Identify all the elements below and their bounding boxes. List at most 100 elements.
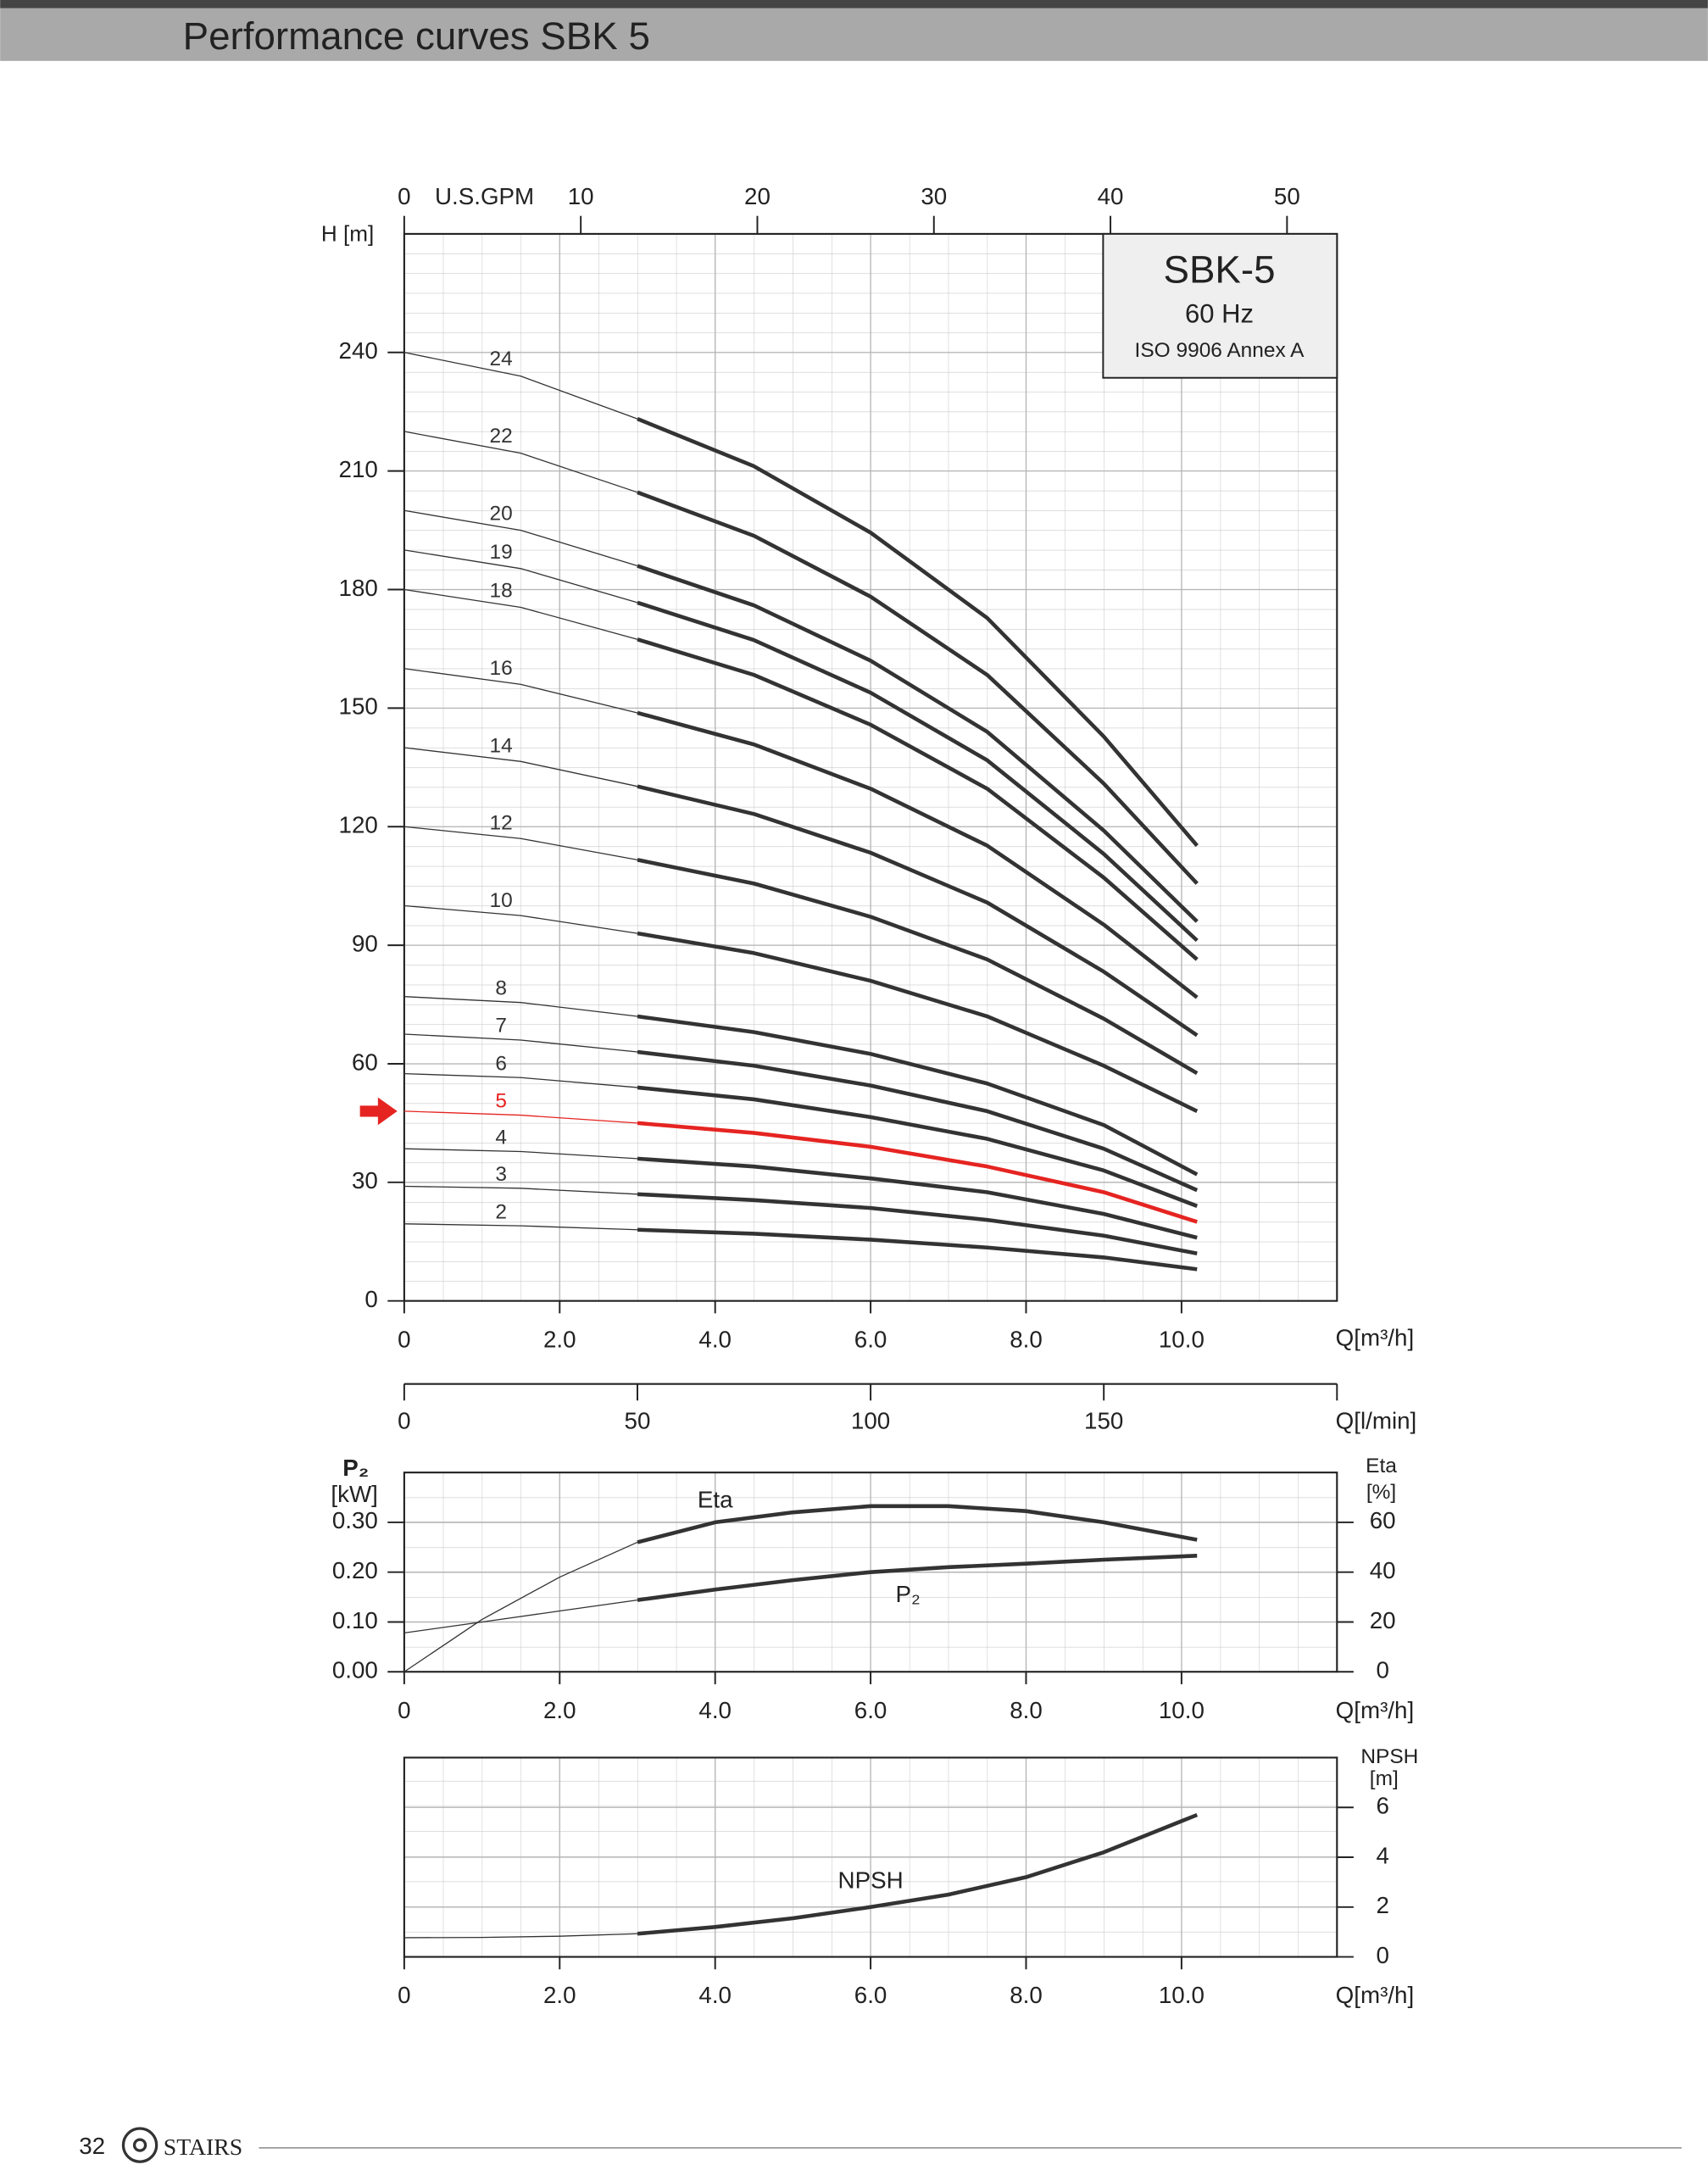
stage-label: 14 — [490, 734, 513, 757]
curve-extension — [403, 1223, 638, 1231]
gpm-tick-label: 50 — [1274, 183, 1300, 209]
brand-name: STAIRS — [164, 2134, 242, 2161]
y2-axis-unit: [m] — [1370, 1767, 1399, 1790]
y-tick-label: 0.30 — [332, 1507, 378, 1533]
curve — [637, 1812, 1199, 1936]
curve — [637, 1227, 1198, 1271]
x-tick-label: 10.0 — [1159, 1982, 1205, 2008]
header-bar — [0, 8, 1708, 61]
x-tick-label: 8.0 — [1010, 1326, 1043, 1352]
curve-extension — [403, 431, 638, 493]
y2-axis-label: Eta — [1366, 1455, 1397, 1477]
y-tick-label: 120 — [339, 812, 378, 838]
curve — [637, 1192, 1198, 1255]
x-axis-label: Q[m³/h] — [1336, 1325, 1415, 1351]
stage-label: 7 — [495, 1015, 507, 1038]
plot-frame — [403, 1756, 1338, 1958]
curve — [637, 490, 1199, 885]
stage-label: 18 — [490, 580, 513, 603]
stage-label: 8 — [495, 976, 507, 999]
x-tick-label: 10.0 — [1159, 1326, 1205, 1352]
x-tick-label: 8.0 — [1010, 1982, 1043, 2008]
charts: 0 2.0 4.0 6.0 8.0 10.003060901201501802102400… — [332, 183, 1396, 2008]
stage-label: 20 — [490, 502, 513, 525]
plot-frame — [403, 232, 1338, 1302]
curve-extension — [403, 1933, 638, 1939]
y-tick-label: 210 — [339, 456, 378, 482]
curve-extension — [403, 668, 638, 714]
x-tick-label: 4.0 — [698, 1326, 732, 1352]
highlight-arrow — [359, 1097, 398, 1126]
y-axis-label: H [m] — [321, 220, 374, 246]
plot-frame — [403, 1472, 1338, 1673]
x-axis-label: Q[m³/h] — [1336, 1697, 1415, 1723]
x-tick-label: 4.0 — [698, 1982, 732, 2008]
curve-extension — [403, 1185, 638, 1195]
x-tick-label: 10.0 — [1159, 1697, 1205, 1723]
x-tick-label: 8.0 — [1010, 1697, 1043, 1723]
stage-label: 3 — [495, 1163, 507, 1186]
curve-extension — [403, 1033, 638, 1053]
y-axis-unit: [kW] — [331, 1481, 378, 1507]
x-tick-label: 6.0 — [854, 1982, 887, 2008]
x-tick-label: 0 — [398, 1326, 410, 1352]
lmin-tick-label: 100 — [851, 1408, 890, 1434]
x-axis-label: Q[m³/h] — [1336, 1982, 1415, 2008]
curve-extension — [403, 549, 638, 604]
curve-extension — [403, 826, 638, 861]
curve-extension — [403, 1110, 638, 1124]
info-model: SBK-5 — [1163, 248, 1275, 292]
y-tick-label: 240 — [339, 337, 378, 364]
curve-extension — [403, 588, 638, 640]
gpm-tick-label: 10 — [568, 183, 594, 209]
stage-label: 12 — [490, 812, 513, 835]
y2-axis-label: NPSH — [1360, 1745, 1418, 1768]
lmin-tick-label: 0 — [398, 1408, 410, 1434]
y-axis-label: P₂ — [342, 1455, 369, 1481]
x-tick-label: 2.0 — [543, 1326, 576, 1352]
curve — [637, 600, 1199, 943]
x-tick-label: 6.0 — [854, 1697, 887, 1723]
y-tick-label: 60 — [352, 1049, 378, 1075]
curve — [637, 710, 1199, 999]
header-strip — [0, 0, 1708, 8]
curve — [637, 931, 1199, 1113]
y2-tick-label: 2 — [1376, 1892, 1388, 1918]
y2-tick-label: 4 — [1376, 1842, 1388, 1868]
curve-label: NPSH — [838, 1867, 904, 1894]
gpm-axis-label: U.S.GPM — [435, 183, 534, 209]
stage-label: 16 — [490, 657, 513, 680]
y2-tick-label: 6 — [1376, 1793, 1388, 1819]
y-tick-label: 150 — [339, 693, 378, 720]
x-tick-label: 4.0 — [698, 1697, 732, 1723]
curve-extension — [403, 747, 638, 787]
y-tick-label: 30 — [352, 1167, 378, 1194]
brand-logo — [121, 2127, 159, 2163]
info-frequency: 60 Hz — [1185, 298, 1254, 328]
y-tick-label: 0.20 — [332, 1557, 378, 1583]
curve-extension — [403, 352, 638, 420]
curve-extension — [403, 996, 638, 1017]
x-tick-label: 0 — [398, 1982, 410, 2008]
page-title: Performance curves SBK 5 — [183, 14, 650, 58]
stage-label: 19 — [490, 541, 513, 564]
stage-label: 4 — [495, 1127, 507, 1149]
y2-axis-unit: [%] — [1366, 1481, 1396, 1504]
curve-extension — [403, 904, 638, 934]
curve — [637, 858, 1199, 1076]
gpm-tick-label: 40 — [1098, 183, 1124, 209]
curve — [637, 564, 1199, 923]
x-tick-label: 2.0 — [543, 1982, 576, 2008]
curve-extension — [403, 509, 638, 567]
curve — [637, 1504, 1198, 1544]
lmin-tick-label: 150 — [1084, 1408, 1123, 1434]
curve-extension — [403, 1072, 638, 1088]
x-tick-label: 0 — [398, 1697, 410, 1723]
y2-tick-label: 60 — [1370, 1507, 1396, 1533]
y-tick-label: 0 — [364, 1286, 377, 1312]
curve — [637, 784, 1199, 1038]
page-number: 32 — [79, 2133, 105, 2159]
y2-tick-label: 0 — [1376, 1657, 1388, 1683]
